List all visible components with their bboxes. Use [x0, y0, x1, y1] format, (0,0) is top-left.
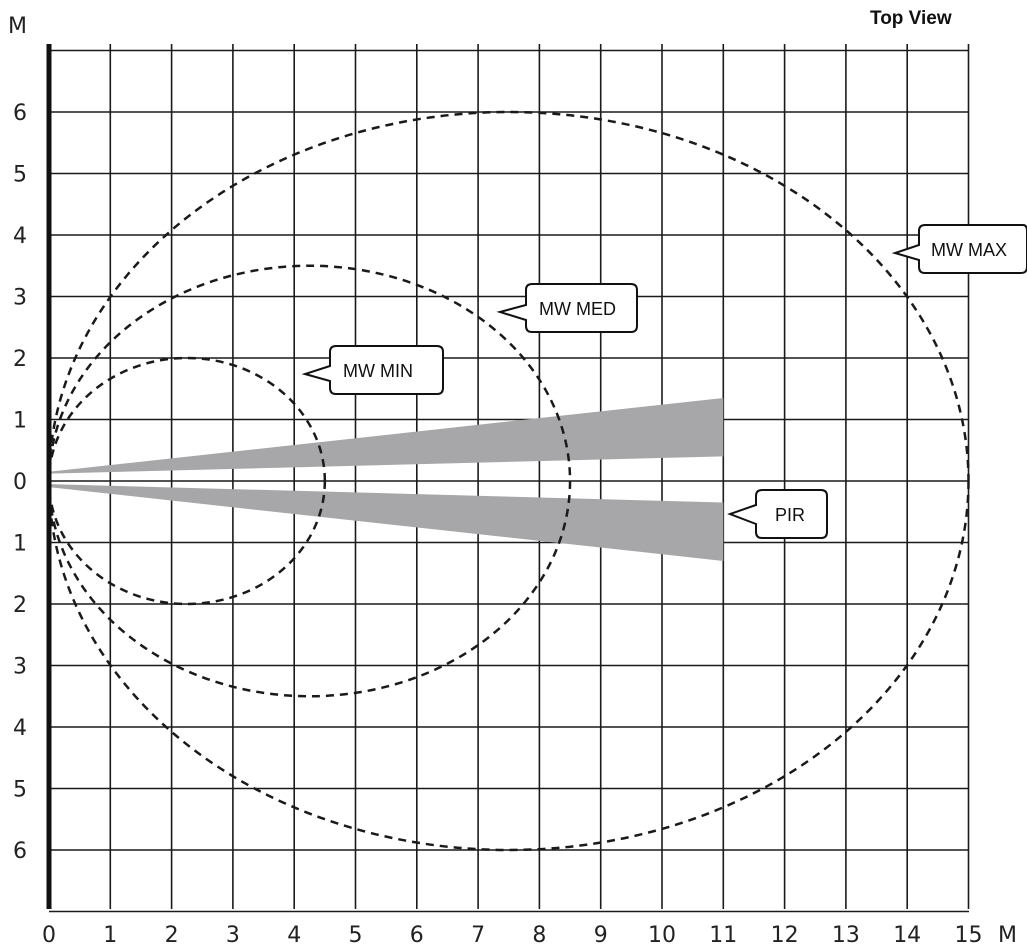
x-tick-label: 12: [771, 923, 799, 948]
callout-pir-label: PIR: [775, 505, 805, 525]
y-tick-label: 1: [13, 409, 27, 434]
x-axis-unit: M: [998, 923, 1017, 948]
x-tick-label: 5: [349, 923, 363, 948]
callout-mw-max-label: MW MAX: [931, 240, 1007, 260]
y-tick-label: 3: [13, 655, 27, 680]
y-axis-unit: M: [8, 14, 27, 39]
x-tick-label: 13: [832, 923, 860, 948]
callout-pir-box: [727, 489, 828, 539]
callout-mw-min: MW MIN: [301, 345, 444, 395]
callout-pir: PIR: [727, 489, 828, 539]
y-tick-label: 5: [13, 778, 27, 803]
view-title: Top View: [870, 8, 952, 29]
callout-mw-med-label: MW MED: [539, 299, 616, 319]
x-tick-label: 3: [226, 923, 240, 948]
callout-mw-med: MW MED: [496, 283, 638, 333]
x-tick-label: 0: [42, 923, 56, 948]
y-axis-tick-labels: 6 5 4 3 2 1 0 1 2 3 4 5 6: [13, 101, 27, 864]
y-tick-label: 2: [13, 593, 27, 618]
y-tick-label: 6: [13, 839, 27, 864]
x-tick-label: 7: [471, 923, 485, 948]
x-tick-label: 9: [594, 923, 608, 948]
pir-beam-upper: [49, 397, 724, 474]
grid: [49, 44, 970, 913]
y-tick-label: 3: [13, 286, 27, 311]
callout-mw-max: MW MAX: [891, 224, 1027, 274]
x-tick-label: 6: [410, 923, 424, 948]
y-tick-label: 6: [13, 101, 27, 126]
y-tick-label: 4: [13, 224, 27, 249]
callout-mw-min-label: MW MIN: [343, 361, 413, 381]
y-tick-label: 4: [13, 716, 27, 741]
x-tick-label: 1: [103, 923, 117, 948]
callout-mw-min-box: [301, 345, 444, 395]
x-tick-label: 11: [709, 923, 737, 948]
pir-beam-lower: [49, 484, 724, 561]
x-axis-tick-labels: 0 1 2 3 4 5 6 7 8 9 10 11 12 13 14 15: [42, 923, 983, 948]
x-tick-label: 4: [287, 923, 301, 948]
y-tick-label: 0: [13, 470, 27, 495]
x-tick-label: 15: [955, 923, 983, 948]
pir-zone: [49, 397, 724, 561]
y-tick-label: 1: [13, 532, 27, 557]
x-tick-label: 10: [648, 923, 676, 948]
x-tick-label: 2: [165, 923, 179, 948]
x-tick-label: 8: [532, 923, 546, 948]
y-tick-label: 2: [13, 347, 27, 372]
y-tick-label: 5: [13, 163, 27, 188]
callout-mw-med-box: [496, 283, 638, 333]
x-tick-label: 14: [893, 923, 921, 948]
